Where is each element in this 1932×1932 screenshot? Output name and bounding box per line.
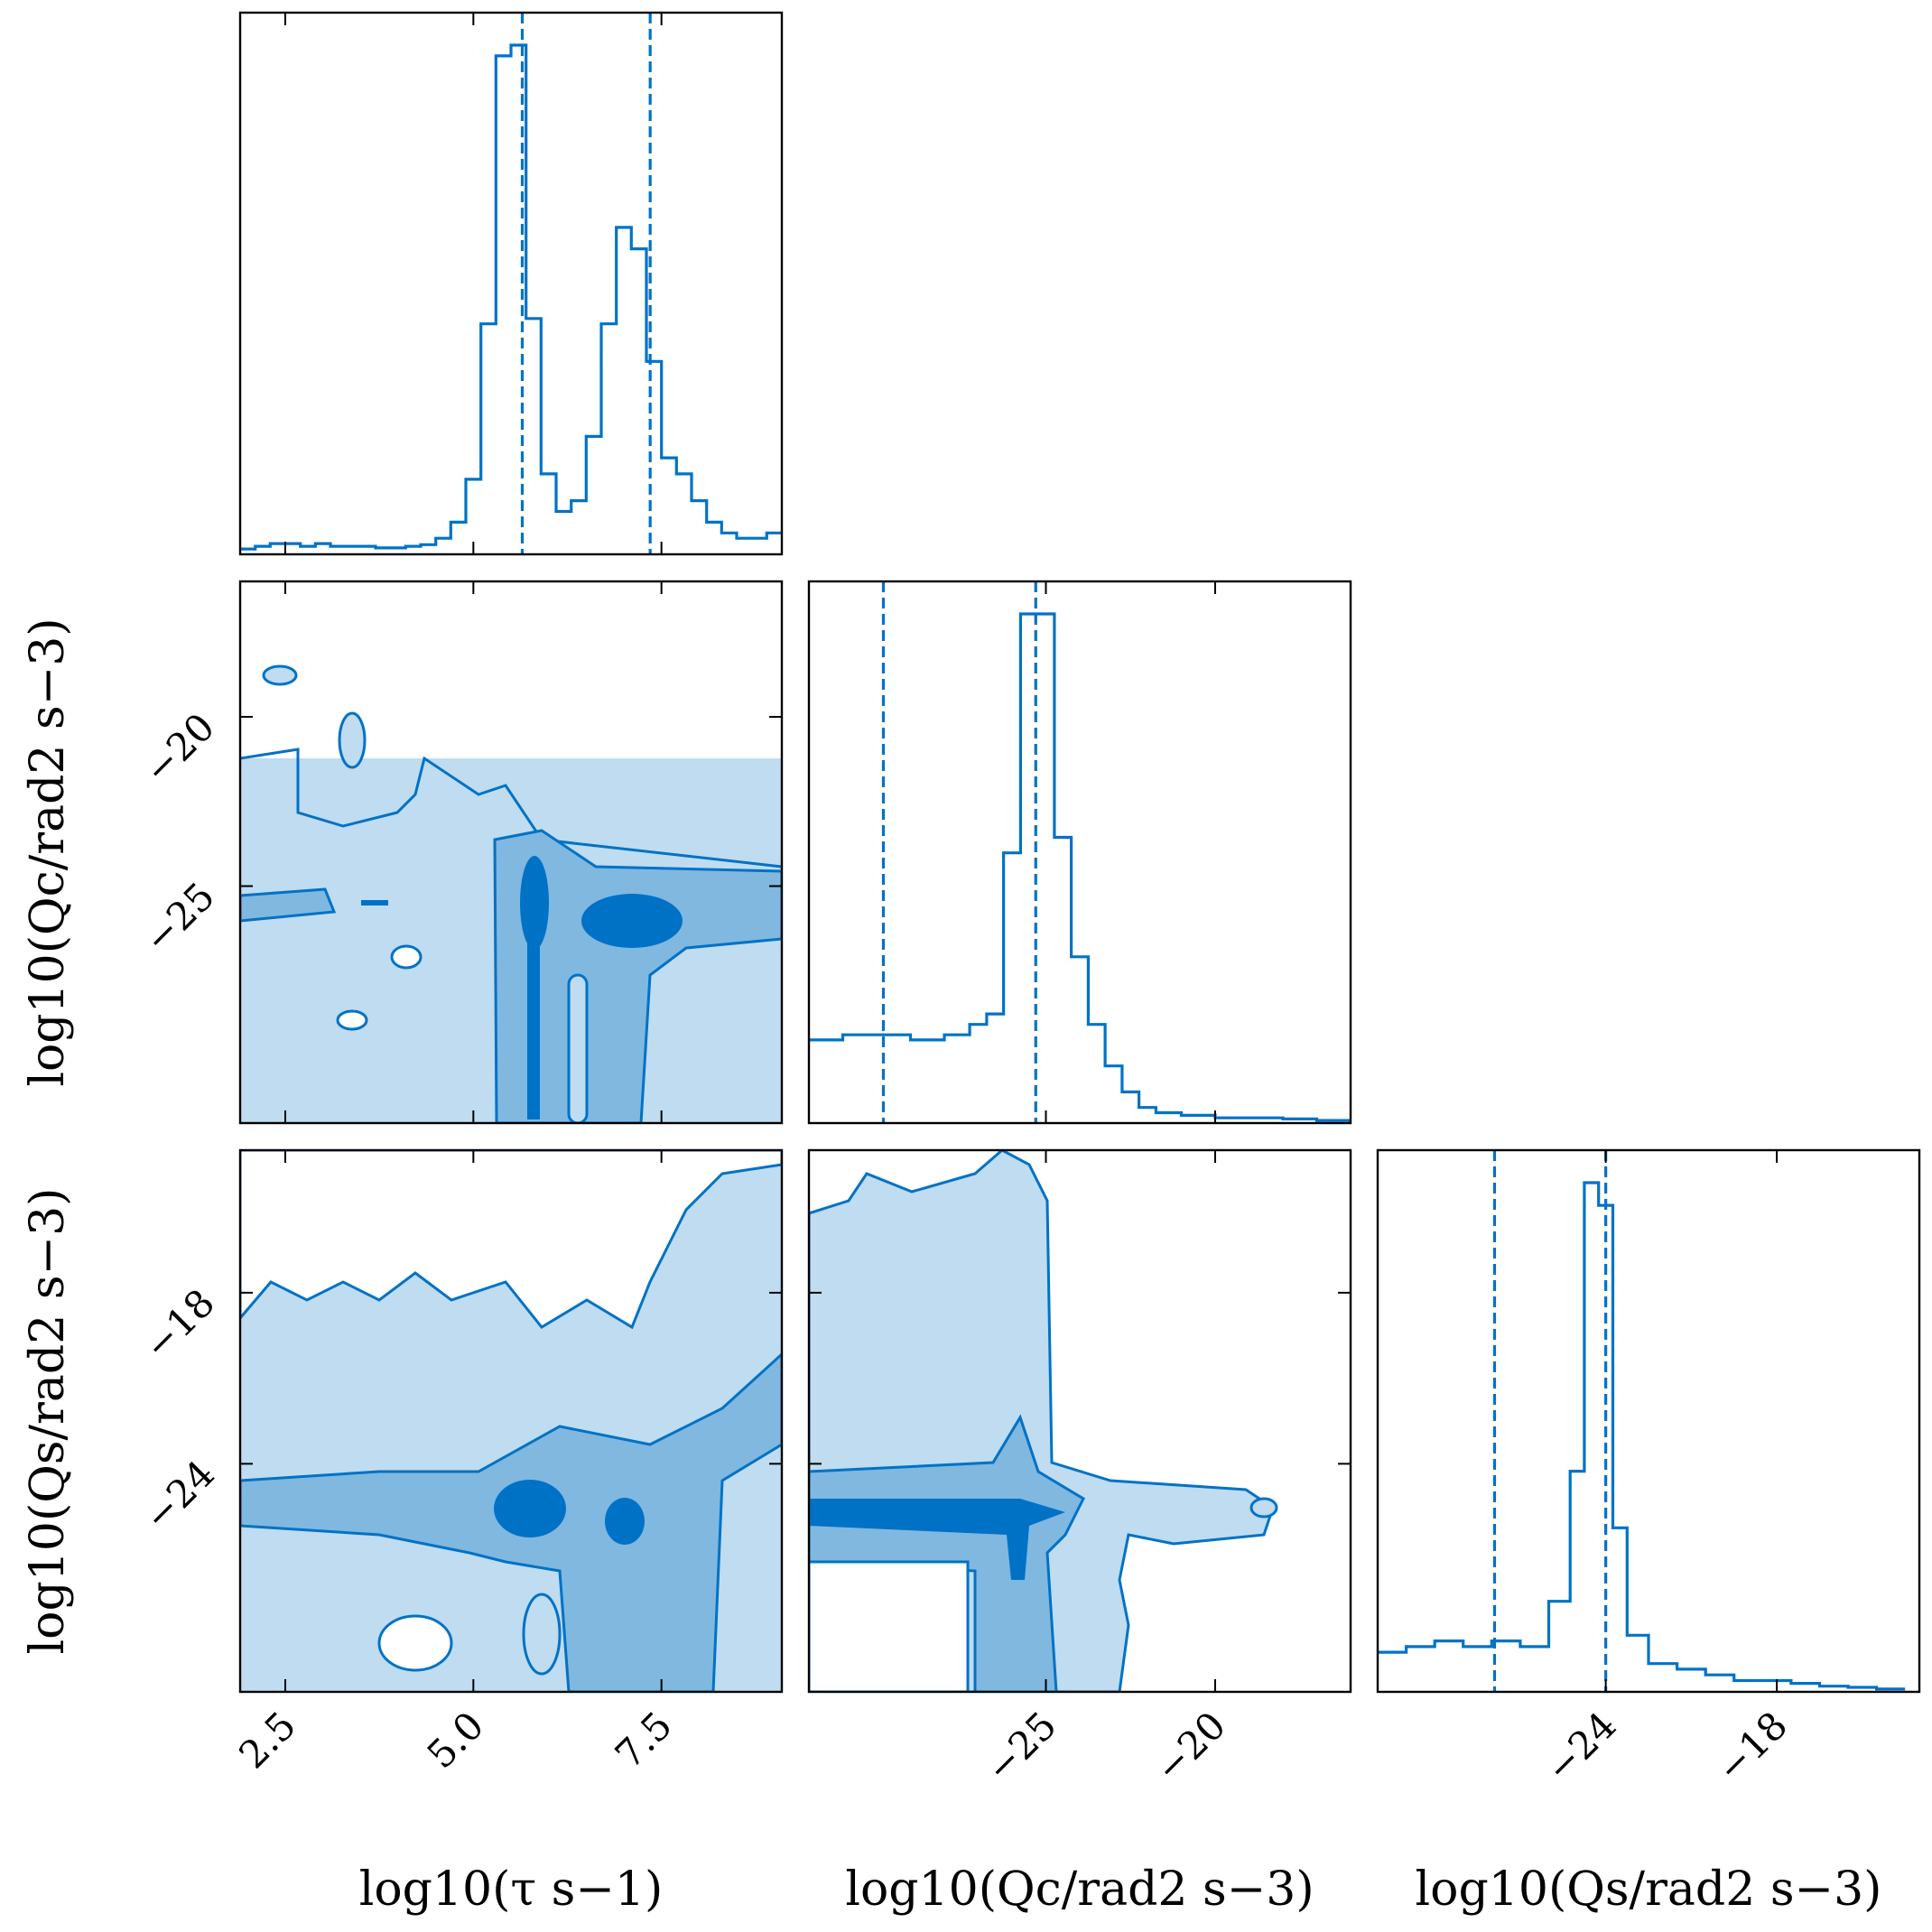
contour-panel-tau-qs <box>240 1150 782 1692</box>
xlabel-tau: log10(τ s−1) <box>359 1862 664 1917</box>
hist-panel-qc <box>807 580 1352 1125</box>
contour-outer-edge-tau-qc <box>240 748 782 868</box>
contour-hole-top-tau-qs <box>240 1150 782 1330</box>
x-tick-label: 5.0 <box>419 1703 493 1777</box>
tick-marks <box>240 13 1779 1692</box>
contour-inner-peak2-tau-qc <box>581 894 683 948</box>
hist-panel-tau <box>238 11 784 556</box>
x-tick-label: −18 <box>1708 1703 1796 1790</box>
contour-island-1-tau-qc <box>262 664 298 686</box>
hist-line-qc <box>809 612 1351 1122</box>
contour-inner-peak1-tau-qc <box>520 856 549 950</box>
hist-line-qs <box>1378 1181 1906 1691</box>
contour-island-3-tau-qc <box>390 944 423 970</box>
contour-island-low-tau-qs <box>522 1593 562 1676</box>
x-tick-label: 7.5 <box>607 1703 681 1777</box>
contour-hole-low-tau-qs <box>377 1614 453 1672</box>
hist-panel-qs <box>1376 1148 1921 1694</box>
contour-inner-peak2-tau-qs <box>605 1498 645 1545</box>
frame-qs-hist <box>1376 1148 1921 1694</box>
contour-hole-box-qc-qs <box>809 1560 970 1692</box>
y-tick-label: −25 <box>135 874 223 961</box>
y-tick-label: −20 <box>135 704 223 792</box>
contour-inner-peak1-tau-qs <box>494 1480 566 1537</box>
frame-qc-qs <box>807 1148 1352 1694</box>
x-tick-label: −24 <box>1537 1703 1624 1790</box>
contour-panel-qc-qs <box>809 1150 1278 1692</box>
xlabel-qs: log10(Qs/rad2 s−3) <box>1416 1862 1882 1917</box>
contour-fill-middle-tau-qc <box>493 829 782 1123</box>
contour-island-qc-qs <box>1249 1497 1278 1519</box>
contour-island-2-tau-qc <box>338 711 367 769</box>
contour-panel-tau-qc <box>240 664 782 1123</box>
hist-line-tau <box>240 43 782 551</box>
ylabel-qs: log10(Qs/rad2 s−3) <box>21 1188 75 1655</box>
xlabel-qc: log10(Qc/rad2 s−3) <box>845 1862 1314 1917</box>
y-tick-label: −24 <box>135 1452 223 1539</box>
contour-fill-middle-left-tau-qc <box>240 887 337 923</box>
y-tick-label: −18 <box>135 1280 223 1368</box>
contour-island-4-tau-qc <box>336 1009 368 1031</box>
frame-tau-qs <box>238 1148 784 1694</box>
x-tick-label: −20 <box>1147 1703 1234 1790</box>
contour-hole-mid-tau-qc <box>567 973 589 1123</box>
ylabel-qc: log10(Qc/rad2 s−3) <box>21 618 75 1086</box>
frame-tau-hist <box>238 11 784 556</box>
x-tick-label: 2.5 <box>230 1703 304 1777</box>
x-tick-label: −25 <box>977 1703 1064 1790</box>
contour-inner-stem-tau-qc <box>527 939 540 1119</box>
frame-tau-qc <box>238 580 784 1125</box>
contour-inner-band-qc-qs <box>809 1499 1065 1580</box>
frame-qc-hist <box>807 580 1352 1125</box>
